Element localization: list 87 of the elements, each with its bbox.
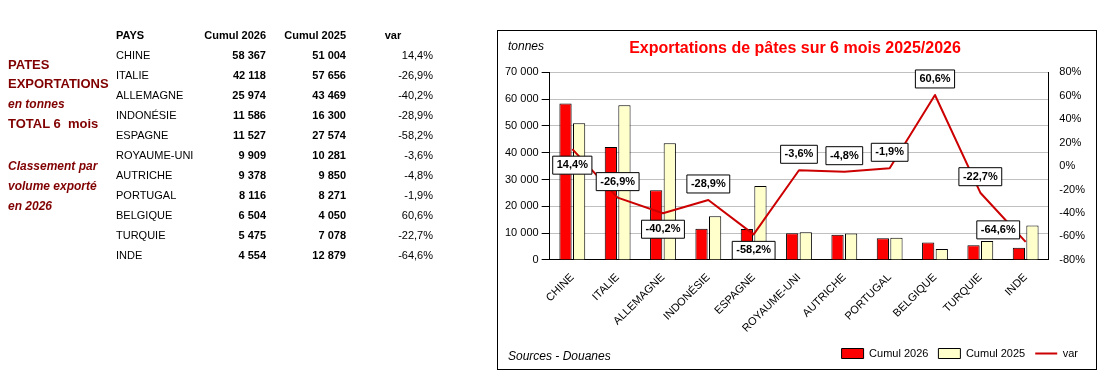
data-label: 10 281 — [311, 149, 346, 161]
text: Cumul 2026 — [203, 29, 266, 41]
data-label: 11 586 — [231, 109, 266, 121]
y2-tick-label: -80% — [1059, 252, 1086, 265]
data-label: -28,9% — [397, 109, 433, 121]
source-note: Sources - Douanes — [508, 349, 611, 363]
data-label: 11 527 — [231, 129, 266, 141]
data-label: 57 656 — [311, 69, 346, 81]
y-tick-label: 10 000 — [504, 226, 539, 239]
y2-tick-label: -20% — [1059, 182, 1086, 195]
data-label: -58,2% — [397, 129, 433, 141]
data-label: 8 116 — [238, 189, 266, 201]
data-label: 43 469 — [311, 89, 346, 101]
data-label: 60,6% — [400, 209, 433, 221]
text: PAYS — [116, 29, 145, 41]
data-label: 9 378 — [237, 169, 266, 181]
data-label: -22,7% — [397, 229, 433, 241]
category-label: INDE — [116, 249, 143, 261]
data-label: -40,2% — [645, 222, 681, 235]
data-label: 8 271 — [317, 189, 346, 201]
category-label: TURQUIE — [116, 229, 166, 241]
y2-tick-label: 20% — [1059, 135, 1082, 148]
data-label: 4 050 — [317, 209, 346, 221]
legend-label: var — [1062, 346, 1079, 359]
data-label: 25 974 — [231, 89, 266, 101]
data-label: 60,6% — [919, 71, 951, 84]
y2-tick-label: 0% — [1059, 159, 1076, 172]
data-label: -3,6% — [403, 149, 433, 161]
data-label: 7 078 — [317, 229, 346, 241]
y2-tick-label: -40% — [1059, 206, 1086, 219]
category-label: INDONÉSIE — [116, 109, 177, 121]
y-tick-label: 20 000 — [504, 199, 539, 212]
data-label: 27 574 — [311, 129, 346, 141]
y-axis-title: tonnes — [508, 39, 545, 53]
category-label: CHINE — [116, 49, 151, 61]
data-label: 9 850 — [317, 169, 346, 181]
data-label: 6 504 — [237, 209, 266, 221]
y-tick-label: 60 000 — [504, 92, 539, 105]
data-label: -58,2% — [736, 243, 772, 256]
text: PATES — [8, 57, 50, 72]
text: EXPORTATIONS — [8, 76, 109, 91]
legend-label: Cumul 2025 — [965, 346, 1026, 359]
data-label: -4,8% — [829, 148, 859, 161]
data-label: 14,4% — [400, 49, 433, 61]
category-label: ROYAUME-UNI — [116, 149, 194, 161]
category-label: ALLEMAGNE — [116, 89, 184, 101]
data-label: -64,6% — [397, 249, 433, 261]
text: en tonnes — [8, 97, 65, 111]
data-label: -26,9% — [397, 69, 433, 81]
y-tick-label: 30 000 — [504, 172, 539, 185]
data-label: -22,7% — [962, 169, 998, 182]
data-label: 14,4% — [556, 158, 589, 171]
text: var — [383, 29, 403, 41]
text: Classement par volume exporté en 2026 — [8, 158, 99, 215]
y-tick-label: 40 000 — [504, 145, 539, 158]
text: TOTAL 6 mois — [8, 116, 99, 131]
category-label: ESPAGNE — [116, 129, 169, 141]
data-label: -40,2% — [397, 89, 433, 101]
chart-title: Exportations de pâtes sur 6 mois 2025/2026 — [629, 39, 961, 57]
y-tick-label: 0 — [532, 252, 539, 265]
y2-tick-label: 80% — [1059, 65, 1082, 78]
category-label: ITALIE — [116, 69, 149, 81]
category-label: PORTUGAL — [116, 189, 177, 201]
data-label: -64,6% — [980, 222, 1016, 235]
data-label: 16 300 — [311, 109, 346, 121]
text: Cumul 2025 — [283, 29, 346, 41]
data-label: -28,9% — [690, 177, 726, 190]
data-label: -1,9% — [403, 189, 433, 201]
category-label: AUTRICHE — [116, 169, 173, 181]
data-label: 5 475 — [237, 229, 266, 241]
y-tick-label: 50 000 — [504, 118, 539, 131]
y2-tick-label: -60% — [1059, 229, 1086, 242]
data-label: -26,9% — [600, 174, 636, 187]
y2-tick-label: 40% — [1059, 112, 1082, 125]
data-label: 42 118 — [231, 69, 266, 81]
data-label: 12 879 — [311, 249, 346, 261]
y-tick-label: 70 000 — [504, 65, 539, 78]
data-label: 51 004 — [311, 49, 346, 61]
data-label: -3,6% — [784, 147, 814, 160]
y2-tick-label: 60% — [1059, 88, 1082, 101]
category-label: BELGIQUE — [116, 209, 173, 221]
legend-label: Cumul 2026 — [869, 346, 929, 359]
data-label: 58 367 — [231, 49, 266, 61]
data-label: -4,8% — [403, 169, 433, 181]
data-label: 9 909 — [238, 149, 266, 161]
data-label: 4 554 — [237, 249, 266, 261]
data-label: -1,9% — [875, 145, 905, 158]
